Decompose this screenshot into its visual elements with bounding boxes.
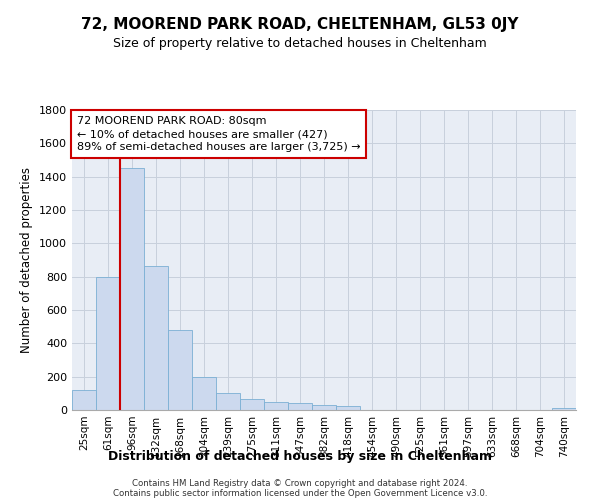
Bar <box>312 405 336 410</box>
Bar <box>288 404 312 410</box>
Text: Contains public sector information licensed under the Open Government Licence v3: Contains public sector information licen… <box>113 488 487 498</box>
Text: Distribution of detached houses by size in Cheltenham: Distribution of detached houses by size … <box>108 450 492 463</box>
Bar <box>552 408 576 410</box>
Bar <box>264 402 288 410</box>
Bar <box>96 276 120 410</box>
Text: Size of property relative to detached houses in Cheltenham: Size of property relative to detached ho… <box>113 38 487 51</box>
Text: 72, MOOREND PARK ROAD, CHELTENHAM, GL53 0JY: 72, MOOREND PARK ROAD, CHELTENHAM, GL53 … <box>81 18 519 32</box>
Y-axis label: Number of detached properties: Number of detached properties <box>20 167 34 353</box>
Bar <box>192 376 216 410</box>
Text: Contains HM Land Registry data © Crown copyright and database right 2024.: Contains HM Land Registry data © Crown c… <box>132 478 468 488</box>
Bar <box>168 330 192 410</box>
Bar <box>144 266 168 410</box>
Bar <box>216 394 240 410</box>
Bar <box>336 406 360 410</box>
Bar <box>240 399 264 410</box>
Text: 72 MOOREND PARK ROAD: 80sqm
← 10% of detached houses are smaller (427)
89% of se: 72 MOOREND PARK ROAD: 80sqm ← 10% of det… <box>77 116 361 152</box>
Bar <box>72 390 96 410</box>
Bar <box>120 168 144 410</box>
